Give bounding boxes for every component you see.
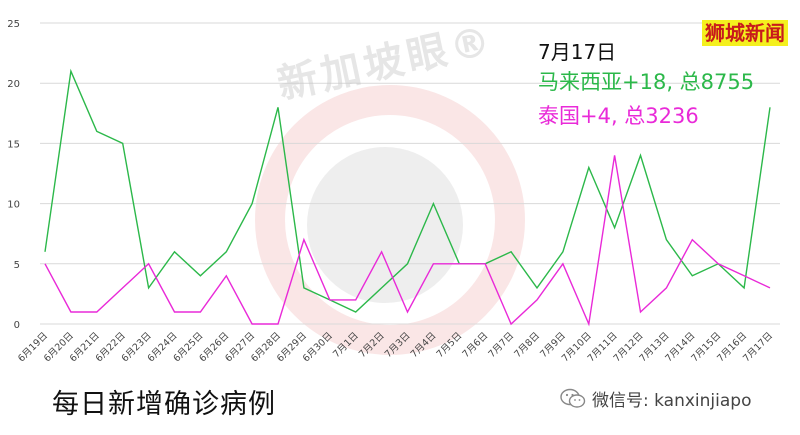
wechat-footer: 微信号: kanxinjiapo	[560, 386, 751, 411]
y-tick-label: 25	[7, 19, 20, 30]
y-tick-labels: 0 5 10 15 20 25	[7, 19, 20, 331]
annotation-thailand: 泰国+4, 总3236	[538, 104, 699, 128]
chart-caption: 每日新增确诊病例	[52, 389, 276, 420]
annotation-malaysia: 马来西亚+18, 总8755	[538, 70, 755, 94]
series-line-thailand	[44, 155, 771, 327]
series-line-malaysia	[44, 68, 771, 313]
y-tick-label: 20	[7, 79, 20, 90]
wechat-id: 微信号: kanxinjiapo	[592, 391, 752, 411]
x-tick-label: 7月8日	[512, 330, 542, 360]
watermark-disc	[307, 147, 463, 303]
y-tick-label: 0	[14, 320, 20, 331]
annotation-date: 7月17日	[538, 40, 617, 64]
series-lines	[44, 68, 771, 327]
watermark-ring	[255, 85, 525, 355]
brand-badge: 狮城新闻	[702, 20, 788, 46]
watermark-logo	[255, 85, 525, 355]
wechat-icon	[560, 388, 586, 408]
y-tick-label: 15	[7, 139, 20, 150]
y-tick-label: 10	[7, 200, 20, 211]
x-tick-label: 7月7日	[486, 330, 516, 360]
x-tick-label: 7月6日	[461, 330, 491, 360]
grid-lines	[40, 22, 780, 325]
y-tick-label: 5	[14, 260, 20, 271]
